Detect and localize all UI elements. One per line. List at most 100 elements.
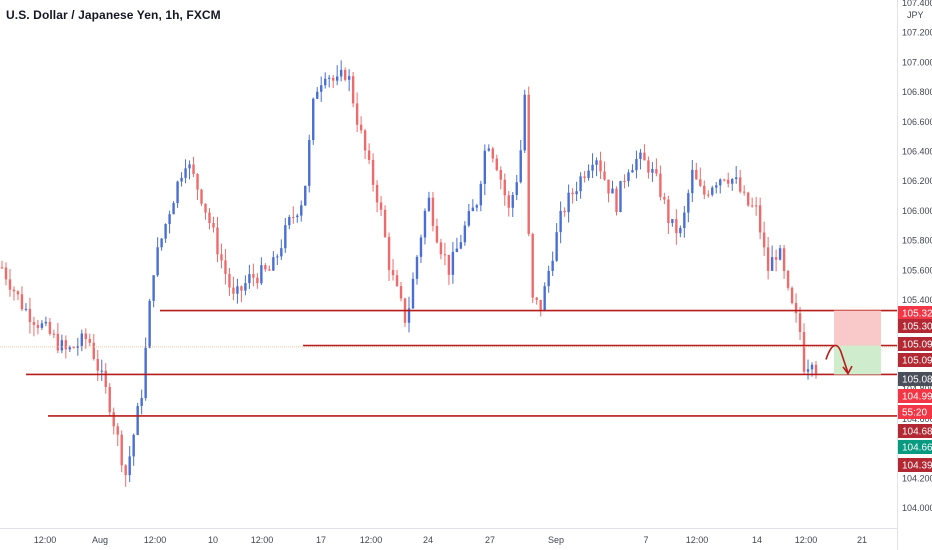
candle-body bbox=[296, 215, 299, 218]
candle-body bbox=[667, 199, 670, 224]
x-tick-label: Aug bbox=[92, 535, 108, 545]
candle-body bbox=[447, 254, 451, 275]
candle-body bbox=[503, 179, 506, 196]
take-profit-zone bbox=[834, 345, 881, 375]
candle-body bbox=[16, 291, 20, 295]
candle-body bbox=[535, 297, 538, 300]
candle-body bbox=[806, 369, 810, 372]
candle-body bbox=[339, 69, 343, 77]
candle-body bbox=[774, 257, 778, 260]
candle-body bbox=[675, 219, 678, 234]
candle-body bbox=[727, 179, 730, 184]
price-badge-label: 104.399 bbox=[902, 461, 932, 472]
candle-body bbox=[136, 406, 139, 435]
candle-body bbox=[68, 347, 72, 350]
candle-body bbox=[687, 193, 690, 213]
candle-body bbox=[455, 248, 459, 252]
candle-body bbox=[52, 333, 56, 335]
candle-body bbox=[192, 164, 195, 175]
time-axis: 12:00 Aug 12:00 10 12:00 17 12:00 24 27 Sep 7 12:00… bbox=[0, 528, 897, 545]
candle-body bbox=[479, 183, 483, 206]
candle-body bbox=[407, 308, 411, 323]
candle-body bbox=[627, 172, 630, 182]
candles-layer bbox=[0, 60, 818, 487]
candle-body bbox=[132, 434, 135, 457]
x-tick-label: 12:00 bbox=[144, 535, 167, 545]
candle-body bbox=[559, 210, 562, 233]
candle-body bbox=[335, 76, 339, 81]
candle-body bbox=[814, 364, 818, 374]
candle-body bbox=[12, 289, 16, 292]
candle-body bbox=[28, 308, 32, 323]
candle-body bbox=[539, 299, 542, 312]
candle-body bbox=[583, 176, 586, 178]
candle-body bbox=[228, 273, 231, 288]
candle-body bbox=[240, 286, 243, 291]
candle-body bbox=[711, 187, 714, 195]
candle-body bbox=[288, 216, 291, 226]
candle-body bbox=[735, 177, 738, 180]
candle-body bbox=[84, 333, 87, 339]
stop-loss-zone bbox=[834, 310, 881, 346]
candle-body bbox=[519, 150, 522, 183]
candle-body bbox=[328, 77, 331, 79]
candle-body bbox=[120, 434, 123, 466]
candle-body bbox=[467, 211, 471, 226]
candle-body bbox=[571, 192, 574, 195]
candle-body bbox=[272, 257, 275, 271]
price-badge bbox=[898, 405, 932, 419]
candle-body bbox=[156, 247, 159, 276]
candle-body bbox=[427, 197, 431, 211]
candle-body bbox=[699, 179, 702, 186]
candle-body bbox=[351, 76, 355, 104]
candle-body bbox=[643, 152, 646, 161]
candle-body bbox=[615, 188, 618, 212]
candle-body bbox=[483, 150, 487, 184]
levels-layer bbox=[0, 309, 897, 417]
candle-body bbox=[451, 251, 455, 275]
y-tick-label: 106.000 bbox=[902, 206, 932, 216]
candle-body bbox=[782, 248, 786, 272]
candle-body bbox=[443, 254, 447, 256]
candle-body bbox=[663, 196, 666, 200]
candle-body bbox=[611, 188, 614, 194]
candle-body bbox=[300, 205, 303, 216]
candle-body bbox=[304, 185, 307, 206]
x-tick-label: 12:00 bbox=[251, 535, 274, 545]
candle-body bbox=[415, 256, 419, 279]
candle-body bbox=[284, 225, 287, 249]
price-badge-label: 105.092 bbox=[902, 356, 932, 367]
candle-body bbox=[515, 182, 518, 195]
candle-body bbox=[343, 69, 347, 80]
candle-body bbox=[695, 169, 698, 180]
candle-body bbox=[770, 257, 774, 271]
price-badge-label: 55:20 bbox=[902, 408, 927, 419]
candle-body bbox=[523, 94, 526, 151]
candle-body bbox=[810, 364, 814, 370]
candle-body bbox=[647, 160, 650, 173]
candle-body bbox=[359, 124, 363, 131]
y-tick-label: 107.000 bbox=[902, 57, 932, 67]
price-badge bbox=[898, 424, 932, 438]
candle-body bbox=[276, 256, 279, 258]
candle-body bbox=[527, 94, 530, 234]
candle-body bbox=[758, 205, 762, 233]
x-tick-label: 12:00 bbox=[795, 535, 818, 545]
candle-body bbox=[100, 370, 103, 372]
candle-body bbox=[331, 77, 335, 81]
candle-body bbox=[435, 225, 439, 243]
candle-body bbox=[659, 173, 662, 197]
y-tick-label: 105.400 bbox=[902, 295, 932, 305]
candle-body bbox=[463, 225, 467, 243]
candle-body bbox=[631, 170, 634, 173]
price-badge bbox=[898, 389, 932, 403]
candle-body bbox=[563, 210, 566, 213]
y-tick-label: 106.200 bbox=[902, 176, 932, 186]
candle-body bbox=[104, 370, 107, 388]
candle-body bbox=[144, 347, 147, 399]
candle-body bbox=[655, 169, 658, 174]
candle-body bbox=[140, 398, 143, 407]
price-badge-label: 104.997 bbox=[902, 392, 932, 403]
candle-body bbox=[212, 222, 215, 228]
